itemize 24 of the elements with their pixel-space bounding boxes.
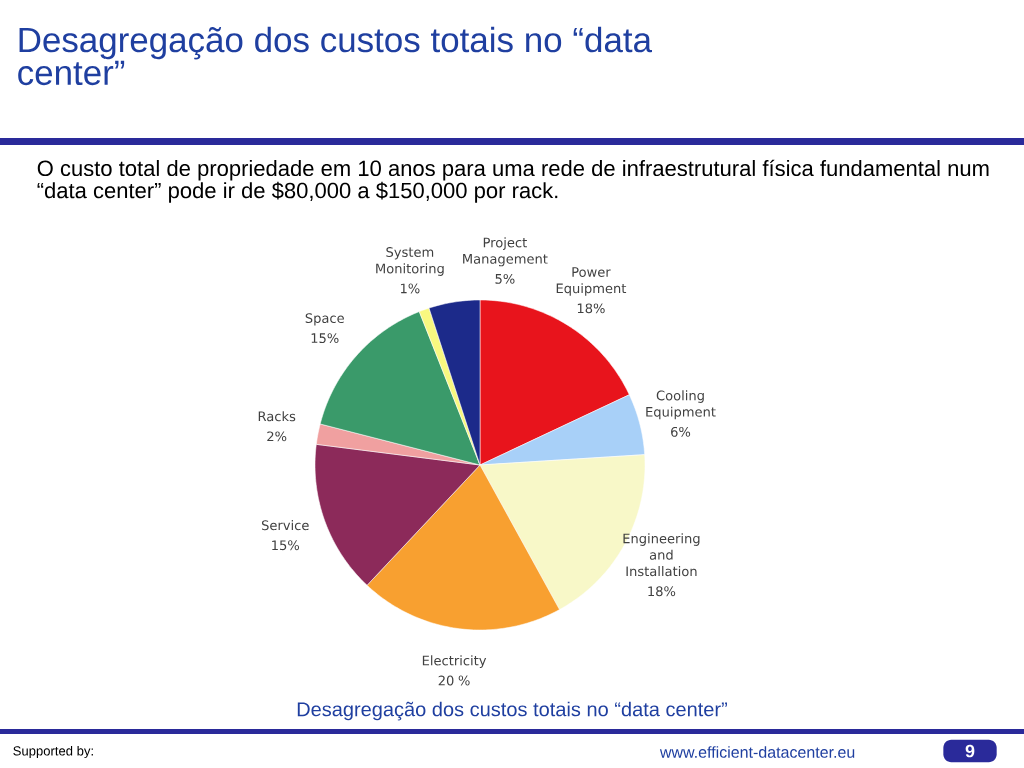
- data-label: 6%: [671, 426, 691, 437]
- slice-label: System Monitoring: [376, 247, 444, 276]
- data-label: 1%: [400, 283, 420, 294]
- slice-label: Space: [305, 313, 344, 326]
- slice-label: Engineering and Installation: [623, 533, 700, 577]
- text: www.efficient-datacenter.eu: [659, 746, 855, 758]
- slice-label: Racks: [258, 411, 296, 422]
- slice-label: Project Management: [463, 237, 548, 267]
- text: Supported by:: [13, 745, 93, 759]
- data-label: 18%: [648, 586, 676, 597]
- text: 9: [965, 744, 975, 758]
- data-label: 5%: [495, 273, 515, 284]
- chart-title: Desagregação dos custos totais no “data center”: [18, 26, 653, 86]
- data-label: 18%: [577, 303, 605, 314]
- slice-label: Electricity: [422, 655, 487, 668]
- text: Desagregação dos custos totais no “data center”: [297, 701, 727, 721]
- slice-label: Power Equipment: [556, 267, 627, 296]
- data-label: 15%: [311, 333, 339, 344]
- data-label: 2%: [267, 431, 287, 442]
- chart-subtitle: O custo total de propriedade em 10 anos para uma rede de infraestrutural física fundamental num “data center” pode ir de $80,000 a $150,000 por rack.: [37, 159, 989, 203]
- data-label: 20 %: [438, 675, 470, 686]
- slice-label: Cooling Equipment: [646, 390, 716, 420]
- data-label: 15%: [272, 540, 300, 551]
- slice-label: Service: [261, 520, 309, 531]
